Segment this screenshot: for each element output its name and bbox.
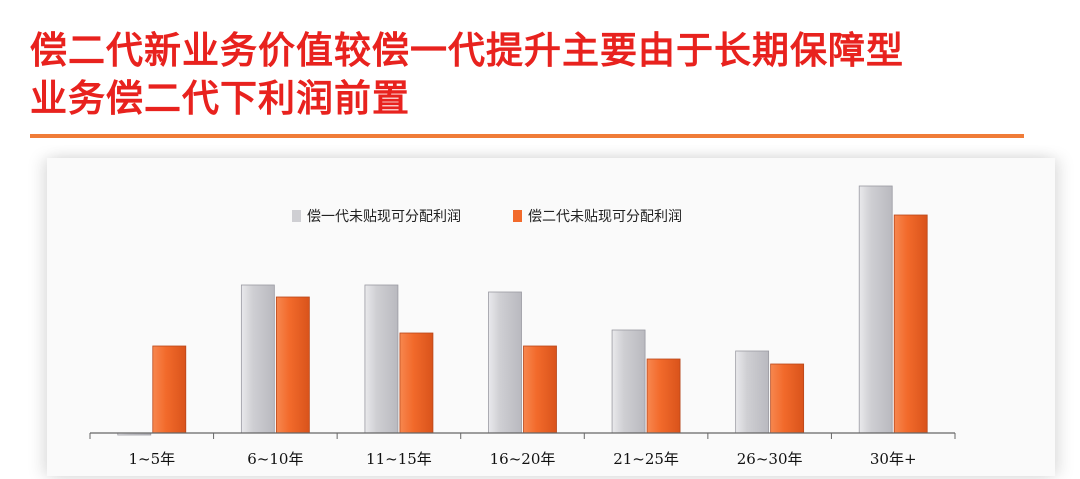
bar-series-1-2 (240, 284, 275, 434)
x-tick-label-6: 26~30年 (737, 450, 803, 468)
legend-swatch-series-2 (513, 210, 522, 222)
title-line-1: 偿二代新业务价值较偿一代提升主要由于长期保障型 (30, 28, 904, 72)
bar-series-2-4 (523, 345, 557, 434)
bar-series-2-1 (152, 345, 187, 434)
bar-series-2-5 (646, 358, 681, 434)
x-tick-label-1: 1~5年 (128, 450, 175, 468)
bar-series-1-5 (611, 329, 646, 434)
bar-series-1-4 (488, 291, 522, 434)
legend-label-series-2: 偿二代未贴现可分配利润 (528, 209, 682, 225)
x-tick-label-2: 6~10年 (247, 450, 303, 468)
bar-series-1-7 (858, 185, 893, 434)
legend-label-series-1: 偿一代未贴现可分配利润 (307, 209, 461, 225)
title-line-2: 业务偿二代下利润前置 (30, 76, 410, 120)
bar-series-2-7 (893, 214, 928, 434)
bar-series-2-6 (770, 363, 805, 434)
bar-series-1-6 (735, 350, 770, 434)
bar-series-2-3 (399, 332, 434, 434)
legend-item-series-2: 偿二代未贴现可分配利润 (513, 206, 682, 226)
x-tick-label-7: 30年+ (870, 450, 917, 468)
bar-series-2-2 (275, 296, 310, 434)
x-tick-label-5: 21~25年 (613, 450, 679, 468)
chart-legend: 偿一代未贴现可分配利润 偿二代未贴现可分配利润 (292, 205, 734, 227)
bar-series-1-3 (364, 284, 399, 434)
legend-swatch-series-1 (292, 210, 301, 222)
legend-item-series-1: 偿一代未贴现可分配利润 (292, 206, 461, 226)
x-tick-label-3: 11~15年 (366, 450, 432, 468)
page-title: 偿二代新业务价值较偿一代提升主要由于长期保障型 业务偿二代下利润前置 (30, 26, 1060, 122)
title-divider (30, 134, 1024, 138)
x-tick-label-4: 16~20年 (490, 450, 556, 468)
